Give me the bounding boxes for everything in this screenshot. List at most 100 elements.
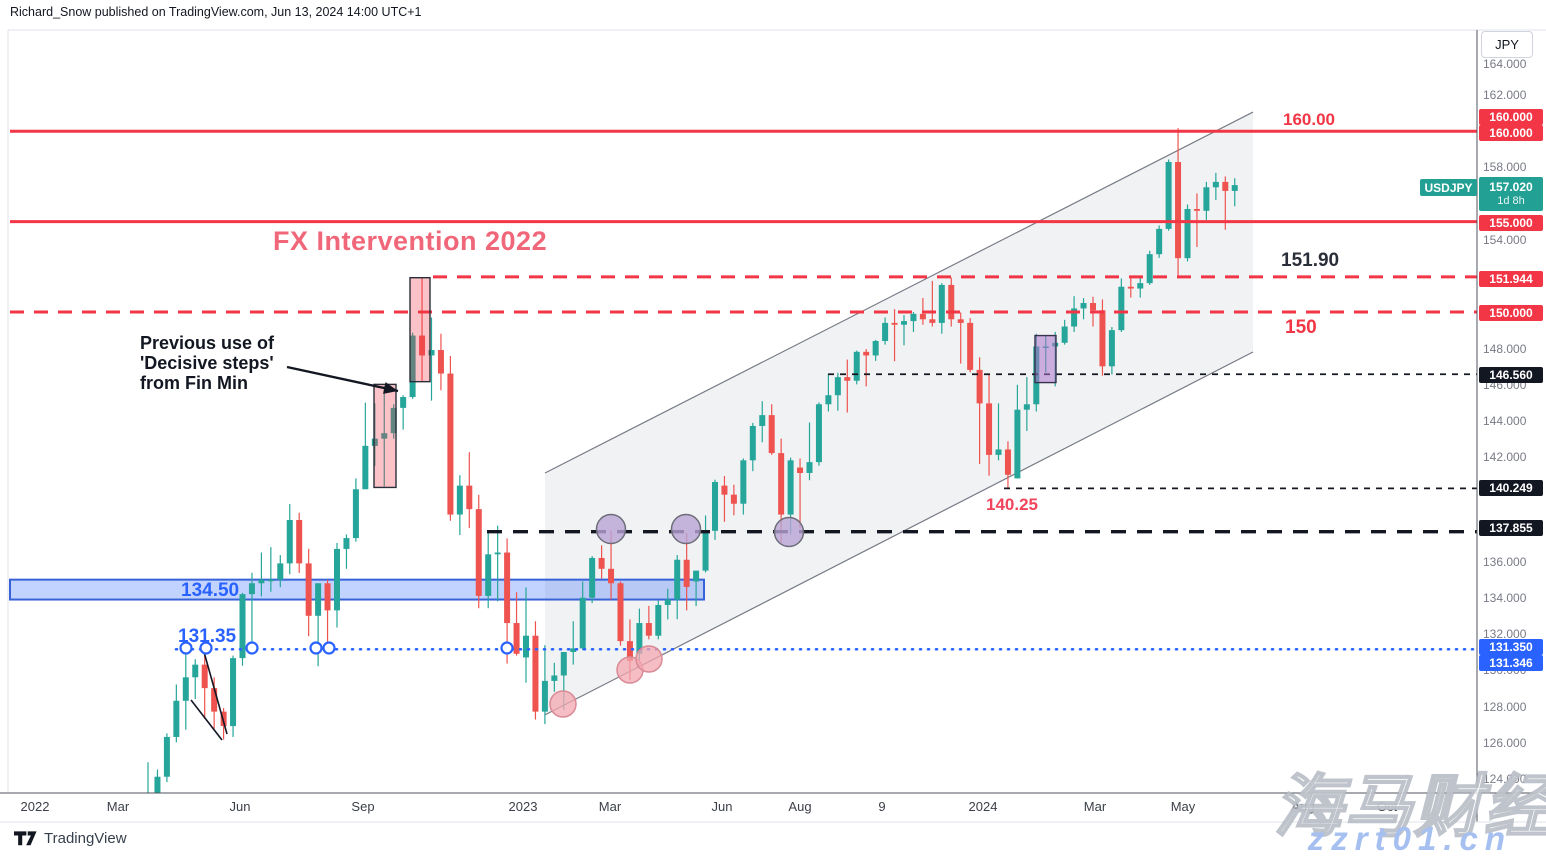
- candle: [1156, 225, 1163, 258]
- purple-marker-circle[interactable]: [595, 513, 627, 545]
- candle-body: [721, 485, 728, 495]
- candle: [1023, 376, 1030, 432]
- price-axis-tag: 155.000: [1479, 215, 1543, 231]
- candle: [1118, 278, 1125, 332]
- candle-body: [834, 377, 841, 396]
- level-label-134-50[interactable]: 134.50: [181, 580, 240, 601]
- supply-zone-band[interactable]: [9, 578, 705, 601]
- candle-body: [513, 623, 520, 654]
- candle: [967, 318, 974, 373]
- candle-body: [919, 313, 926, 320]
- pink-marker-circle[interactable]: [635, 645, 663, 673]
- candle-body: [315, 583, 322, 616]
- candle: [466, 452, 473, 529]
- candle: [863, 349, 870, 387]
- candle: [362, 402, 369, 490]
- candle: [702, 515, 709, 573]
- decisive-steps-annotation[interactable]: Previous use of 'Decisive steps' from Fi…: [140, 333, 274, 393]
- symbol-tag: USDJPY: [1420, 179, 1477, 196]
- watermark-site: zzrt01.cn: [1307, 820, 1512, 857]
- level-touch-dot: [309, 641, 323, 655]
- candle-body: [400, 397, 407, 408]
- candle: [154, 769, 161, 793]
- level-label-160[interactable]: 160.00: [1283, 110, 1335, 129]
- price-axis-tag: 157.020 1d 8h: [1479, 177, 1543, 211]
- candle: [485, 531, 492, 609]
- candle: [910, 312, 917, 332]
- candle: [749, 422, 756, 472]
- candle: [1203, 181, 1210, 220]
- candle-body: [1156, 228, 1163, 255]
- candle-body: [258, 579, 265, 584]
- publisher-line: Richard_Snow published on TradingView.co…: [10, 5, 422, 19]
- candle-body: [749, 425, 756, 461]
- candle: [872, 339, 879, 361]
- candle: [1184, 204, 1191, 262]
- level-touch-dot: [199, 641, 213, 655]
- candle: [352, 478, 359, 542]
- price-axis[interactable]: 164.000 162.000 158.000 154.000 148.000 146.0…: [1478, 30, 1546, 793]
- candle-body: [1014, 409, 1021, 479]
- candle: [797, 458, 804, 529]
- watermark-brand: 海马财经: [1273, 769, 1546, 845]
- candle: [267, 547, 274, 592]
- price-axis-tag: 140.249: [1479, 480, 1543, 496]
- candle-body: [523, 635, 529, 658]
- highlight-rect[interactable]: [373, 383, 397, 489]
- candle-body: [693, 570, 700, 582]
- trend-channel-lower-line[interactable]: [544, 351, 1254, 716]
- candle-body: [1061, 326, 1068, 343]
- plot-layer: [9, 111, 1477, 793]
- candle: [147, 762, 149, 793]
- candle: [891, 309, 898, 362]
- candle: [759, 401, 766, 443]
- time-axis-tick: 2022: [20, 799, 50, 814]
- pink-marker-circle[interactable]: [549, 690, 577, 718]
- time-axis[interactable]: 2022 Mar Jun Sep 2023 Mar Jun Aug 9 2024 Mar May Aug…: [0, 795, 1546, 821]
- time-axis-tick: May: [1170, 799, 1196, 814]
- candle-body: [1146, 254, 1153, 284]
- price-axis-tick: 162.000: [1483, 88, 1527, 102]
- currency-toggle-button[interactable]: JPY: [1481, 31, 1533, 58]
- level-label-131-35[interactable]: 131.35: [178, 626, 237, 647]
- candle-body: [182, 677, 189, 701]
- candle-body: [636, 623, 643, 654]
- highlight-rect[interactable]: [409, 277, 431, 383]
- candle: [409, 332, 416, 399]
- candle-body: [570, 648, 577, 652]
- price-axis-tick: 144.000: [1483, 414, 1527, 428]
- candle-body: [305, 563, 312, 616]
- level-touch-dot: [245, 641, 259, 655]
- level-label-151-90[interactable]: 151.90: [1281, 250, 1340, 271]
- candle: [740, 458, 747, 515]
- candle: [1108, 327, 1115, 375]
- highlight-rect[interactable]: [1034, 334, 1057, 384]
- fx-intervention-annotation[interactable]: FX Intervention 2022: [273, 226, 548, 256]
- wedge-line[interactable]: [203, 651, 228, 735]
- candle-body: [211, 688, 218, 712]
- candle-body: [352, 489, 359, 539]
- candle-body: [608, 568, 615, 584]
- level-label-140-25[interactable]: 140.25: [986, 495, 1038, 514]
- candle-body: [929, 319, 936, 323]
- annotation-arrow-line[interactable]: [286, 365, 399, 393]
- trend-channel-fill[interactable]: [545, 112, 1253, 715]
- price-axis-tag: 150.000: [1479, 305, 1543, 321]
- candle: [570, 621, 577, 665]
- candle: [1071, 296, 1078, 332]
- trend-channel-upper-line[interactable]: [544, 111, 1254, 474]
- candle-body: [1193, 208, 1200, 211]
- candle-body: [154, 776, 161, 793]
- purple-marker-circle[interactable]: [670, 513, 702, 545]
- candle-body: [626, 641, 633, 662]
- candle: [730, 484, 737, 516]
- candle: [532, 621, 539, 720]
- wedge-line[interactable]: [190, 699, 223, 741]
- purple-marker-circle[interactable]: [773, 516, 805, 548]
- candle-body: [910, 313, 917, 322]
- candle-body: [428, 350, 435, 356]
- price-axis-tag: 137.855: [1479, 520, 1543, 536]
- candle: [390, 404, 397, 439]
- level-label-150[interactable]: 150: [1285, 317, 1317, 338]
